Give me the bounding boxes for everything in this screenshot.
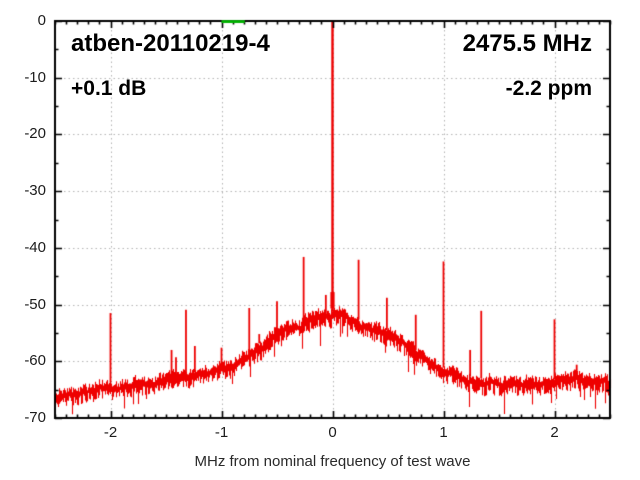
y-tick-label: -70	[24, 409, 46, 426]
y-tick-label: -60	[24, 352, 46, 370]
x-axis-title: MHz from nominal frequency of test wave	[194, 453, 471, 470]
y-tick-label: -20	[24, 125, 46, 143]
y-tick-label: -30	[24, 182, 46, 200]
level-offset-label: +0.1 dB	[71, 77, 147, 100]
y-tick-label: -10	[24, 68, 46, 86]
x-tick-label: -1	[214, 424, 229, 441]
x-tick-label: 0	[328, 424, 337, 441]
y-tick-label: -40	[24, 238, 46, 256]
y-tick-label: -50	[24, 295, 46, 313]
x-tick-label: -2	[103, 424, 118, 441]
y-tick-label: 0	[37, 12, 46, 29]
ppm-offset-label: -2.2 ppm	[505, 77, 592, 100]
x-tick-label: 1	[439, 424, 448, 441]
device-id-label: atben-20110219-4	[71, 30, 270, 57]
x-tick-label: 2	[550, 424, 559, 441]
carrier-frequency-label: 2475.5 MHz	[462, 30, 592, 57]
